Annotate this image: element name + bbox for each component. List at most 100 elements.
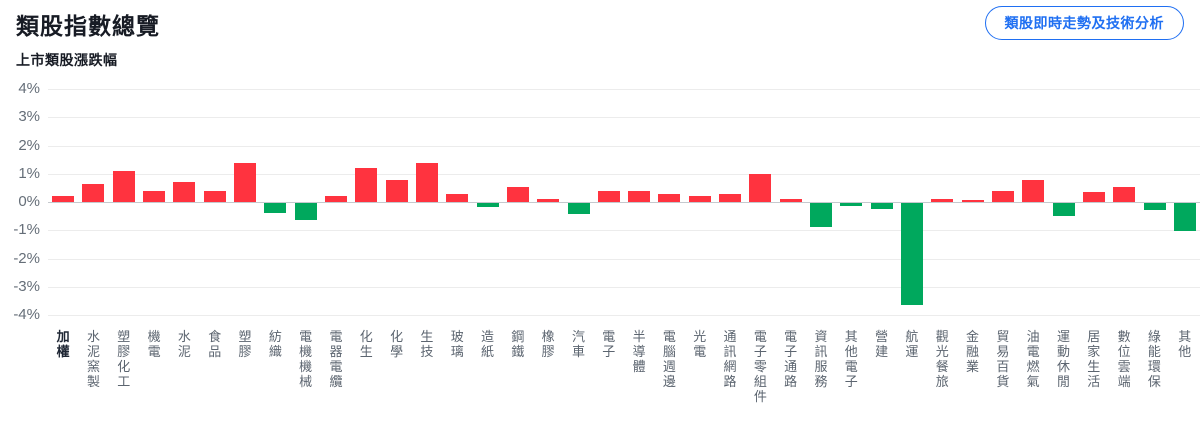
category-label-食品: 食品: [208, 329, 222, 359]
bar-油電燃氣[interactable]: [1022, 179, 1045, 203]
bar-水泥窯製[interactable]: [82, 183, 105, 203]
category-label-觀光餐旅: 觀光餐旅: [935, 329, 949, 389]
x-label-col: 金融業: [957, 329, 987, 404]
x-label-col: 油電燃氣: [1018, 329, 1048, 404]
bar-居家生活[interactable]: [1082, 192, 1105, 203]
category-label-電腦週邊: 電腦週邊: [662, 329, 676, 389]
x-label-col: 玻璃: [442, 329, 472, 404]
x-label-col: 電腦週邊: [654, 329, 684, 404]
bar-金融業[interactable]: [961, 200, 984, 203]
y-tick-label: -1%: [13, 221, 40, 239]
bar-數位雲端[interactable]: [1113, 186, 1136, 203]
x-label-col: 運動休閒: [1048, 329, 1078, 404]
y-tick-label: 2%: [18, 136, 40, 154]
bar-機電[interactable]: [143, 190, 166, 203]
bar-通訊網路[interactable]: [719, 193, 742, 203]
category-label-塑膠化工: 塑膠化工: [117, 329, 131, 389]
x-label-col: 光電: [685, 329, 715, 404]
x-label-col: 其他: [1170, 329, 1200, 404]
bar-其他電子[interactable]: [840, 203, 863, 206]
x-label-col: 資訊服務: [806, 329, 836, 404]
x-label-col: 加權: [48, 329, 78, 404]
bar-塑膠[interactable]: [234, 162, 257, 203]
category-label-電子通路: 電子通路: [784, 329, 798, 389]
bar-生技[interactable]: [415, 162, 438, 203]
category-label-橡膠: 橡膠: [541, 329, 555, 359]
category-label-居家生活: 居家生活: [1087, 329, 1101, 389]
bar-鋼鐵[interactable]: [506, 186, 529, 203]
x-label-col: 造紙: [472, 329, 502, 404]
category-label-塑膠: 塑膠: [238, 329, 252, 359]
bar-玻璃[interactable]: [446, 193, 469, 203]
y-tick-label: 0%: [18, 193, 40, 211]
gridline-4%: [48, 89, 1200, 90]
category-label-資訊服務: 資訊服務: [814, 329, 828, 389]
x-label-col: 生技: [412, 329, 442, 404]
gridline--3%: [48, 287, 1200, 288]
x-label-col: 化學: [381, 329, 411, 404]
gridline--2%: [48, 258, 1200, 260]
x-label-col: 居家生活: [1079, 329, 1109, 404]
bar-汽車[interactable]: [567, 203, 590, 215]
bar-紡織[interactable]: [264, 203, 287, 214]
bar-電器電纜[interactable]: [325, 196, 347, 203]
x-axis-category-labels: 加權 水泥窯製 塑膠化工 機電水泥食品塑膠紡織 電機機械 電器電纜 化生化學生技玻璃造紙鋼鐵…: [48, 329, 1200, 404]
category-label-水泥: 水泥: [177, 329, 191, 359]
bar-塑膠化工[interactable]: [112, 171, 135, 203]
bar-造紙[interactable]: [476, 203, 499, 208]
bar-電子零組件[interactable]: [749, 173, 772, 203]
bar-電機機械[interactable]: [294, 203, 317, 221]
category-label-玻璃: 玻璃: [450, 329, 464, 359]
x-label-col: 水泥: [169, 329, 199, 404]
category-label-造紙: 造紙: [481, 329, 495, 359]
x-label-col: 觀光餐旅: [927, 329, 957, 404]
x-label-col: 航運: [897, 329, 927, 404]
category-label-電子: 電子: [602, 329, 616, 359]
x-label-col: 電子通路: [776, 329, 806, 404]
gridline-2%: [48, 145, 1200, 147]
bar-化學[interactable]: [385, 179, 408, 203]
bar-貿易百貨[interactable]: [991, 190, 1014, 203]
category-label-電器電纜: 電器電纜: [329, 329, 343, 389]
bar-食品[interactable]: [203, 190, 226, 203]
bar-橡膠[interactable]: [537, 199, 560, 203]
gridline-3%: [48, 117, 1200, 119]
category-label-水泥窯製: 水泥窯製: [86, 329, 100, 389]
y-tick-label: -2%: [13, 249, 40, 267]
bar-資訊服務[interactable]: [810, 203, 833, 228]
category-label-其他: 其他: [1178, 329, 1192, 359]
bar-電子通路[interactable]: [779, 198, 802, 203]
y-tick-label: 3%: [18, 108, 40, 126]
category-label-半導體: 半導體: [632, 329, 646, 374]
category-label-營建: 營建: [875, 329, 889, 359]
x-label-col: 食品: [200, 329, 230, 404]
y-tick-label: 4%: [18, 80, 40, 97]
bar-其他[interactable]: [1173, 203, 1196, 232]
bar-營建[interactable]: [870, 203, 893, 209]
category-label-電子零組件: 電子零組件: [753, 329, 767, 404]
bar-chart-plot-area: [48, 89, 1200, 317]
bar-電腦週邊[interactable]: [658, 193, 681, 203]
bar-加權[interactable]: [52, 196, 75, 203]
x-label-col: 通訊網路: [715, 329, 745, 404]
sector-trend-analysis-button[interactable]: 類股即時走勢及技術分析: [984, 6, 1184, 40]
category-label-運動休閒: 運動休閒: [1056, 329, 1070, 389]
bar-半導體[interactable]: [628, 190, 651, 203]
gridline--1%: [48, 230, 1200, 232]
bar-航運[interactable]: [901, 203, 923, 305]
page-title: 類股指數總覽: [16, 13, 160, 39]
x-label-col: 綠能環保: [1139, 329, 1169, 404]
category-label-化學: 化學: [390, 329, 404, 359]
bar-運動休閒[interactable]: [1052, 203, 1075, 216]
bar-光電[interactable]: [688, 196, 711, 203]
bar-化生[interactable]: [355, 168, 378, 203]
category-label-鋼鐵: 鋼鐵: [511, 329, 525, 359]
gridline-1%: [48, 173, 1200, 175]
x-label-col: 化生: [351, 329, 381, 404]
x-label-col: 水泥窯製: [78, 329, 108, 404]
x-label-col: 機電: [139, 329, 169, 404]
bar-綠能環保[interactable]: [1143, 203, 1166, 211]
bar-水泥[interactable]: [173, 182, 196, 203]
bar-觀光餐旅[interactable]: [931, 199, 954, 203]
bar-電子[interactable]: [597, 190, 620, 203]
